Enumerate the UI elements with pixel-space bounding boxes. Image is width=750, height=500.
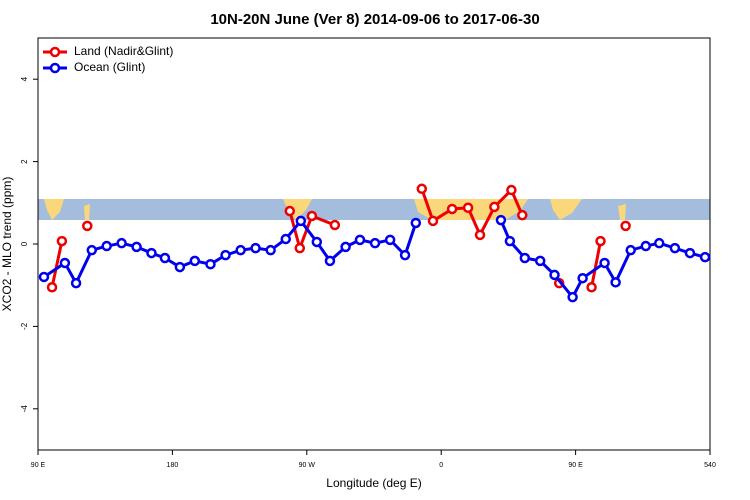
data-point [324, 255, 336, 267]
data-point [38, 271, 50, 283]
legend-label: Ocean (Glint) [74, 60, 145, 74]
data-point [625, 244, 636, 256]
data-point [70, 277, 82, 289]
x-tick-label: 90 W [299, 462, 316, 469]
data-point [410, 217, 422, 229]
data-point [205, 258, 216, 270]
data-point [189, 255, 201, 267]
data-point [46, 282, 58, 293]
data-point [446, 203, 458, 215]
data-point [174, 261, 186, 273]
data-point [340, 241, 351, 253]
chart-title: 10N-20N June (Ver 8) 2014-09-06 to 2017-… [210, 11, 539, 28]
data-point [384, 234, 396, 246]
map-band [38, 199, 710, 220]
data-point [567, 291, 578, 303]
data-point [311, 236, 323, 248]
data-point [56, 235, 68, 247]
y-tick-label: -2 [20, 322, 29, 330]
y-tick-label: -4 [20, 405, 29, 413]
data-point [653, 237, 665, 249]
data-point [504, 235, 516, 247]
data-point [146, 247, 157, 259]
data-point [159, 252, 171, 264]
data-point [534, 255, 546, 267]
legend-marker [49, 46, 61, 58]
data-point [235, 244, 246, 256]
data-point [280, 233, 291, 245]
data-point [610, 277, 621, 288]
data-point [59, 257, 71, 269]
x-tick-label: 90 E [31, 462, 46, 469]
data-point [495, 214, 507, 226]
x-tick-label: 0 [439, 462, 443, 469]
data-point [427, 215, 439, 227]
series-line [43, 219, 418, 285]
data-point [354, 234, 366, 246]
series-line [590, 240, 603, 288]
data-point [101, 240, 112, 252]
y-axis-label: XCO2 - MLO trend (ppm) [0, 177, 14, 312]
data-point [462, 202, 474, 213]
data-point [519, 252, 531, 264]
series-line [50, 240, 64, 288]
x-tick-label: 540 [704, 462, 716, 469]
data-point [684, 247, 696, 259]
data-point [517, 209, 528, 221]
data-point [86, 244, 98, 256]
legend-marker [49, 62, 61, 74]
data-point [620, 220, 631, 232]
data-point [586, 282, 597, 293]
data-point [82, 220, 93, 232]
y-tick-label: 2 [20, 159, 29, 164]
data-point [577, 272, 588, 284]
data-point [131, 241, 142, 253]
x-tick-label: 90 E [568, 462, 583, 469]
data-point [699, 251, 711, 263]
data-point [116, 237, 127, 249]
legend-label: Land (Nadir&Glint) [74, 44, 173, 58]
legend: Land (Nadir&Glint) Ocean (Glint) [43, 44, 173, 74]
data-point [669, 242, 681, 254]
data-point [250, 242, 261, 254]
data-point [220, 249, 231, 261]
data-point [265, 244, 276, 256]
data-point [329, 219, 341, 231]
data-point [294, 242, 306, 254]
x-tick-label: 180 [167, 462, 179, 469]
data-point [640, 240, 652, 252]
x-axis-label: Longitude (deg E) [326, 476, 421, 490]
data-point [549, 269, 560, 281]
data-point [599, 257, 610, 269]
data-point [506, 184, 517, 196]
data-point [369, 237, 381, 249]
data-point [306, 210, 318, 222]
y-tick-label: 0 [20, 241, 29, 246]
data-point [399, 249, 411, 261]
data-point [416, 183, 428, 195]
data-point [295, 215, 307, 227]
data-point [489, 201, 500, 213]
y-tick-label: 4 [20, 76, 29, 81]
data-point [284, 205, 296, 217]
data-point [474, 229, 486, 241]
data-point [595, 235, 606, 247]
